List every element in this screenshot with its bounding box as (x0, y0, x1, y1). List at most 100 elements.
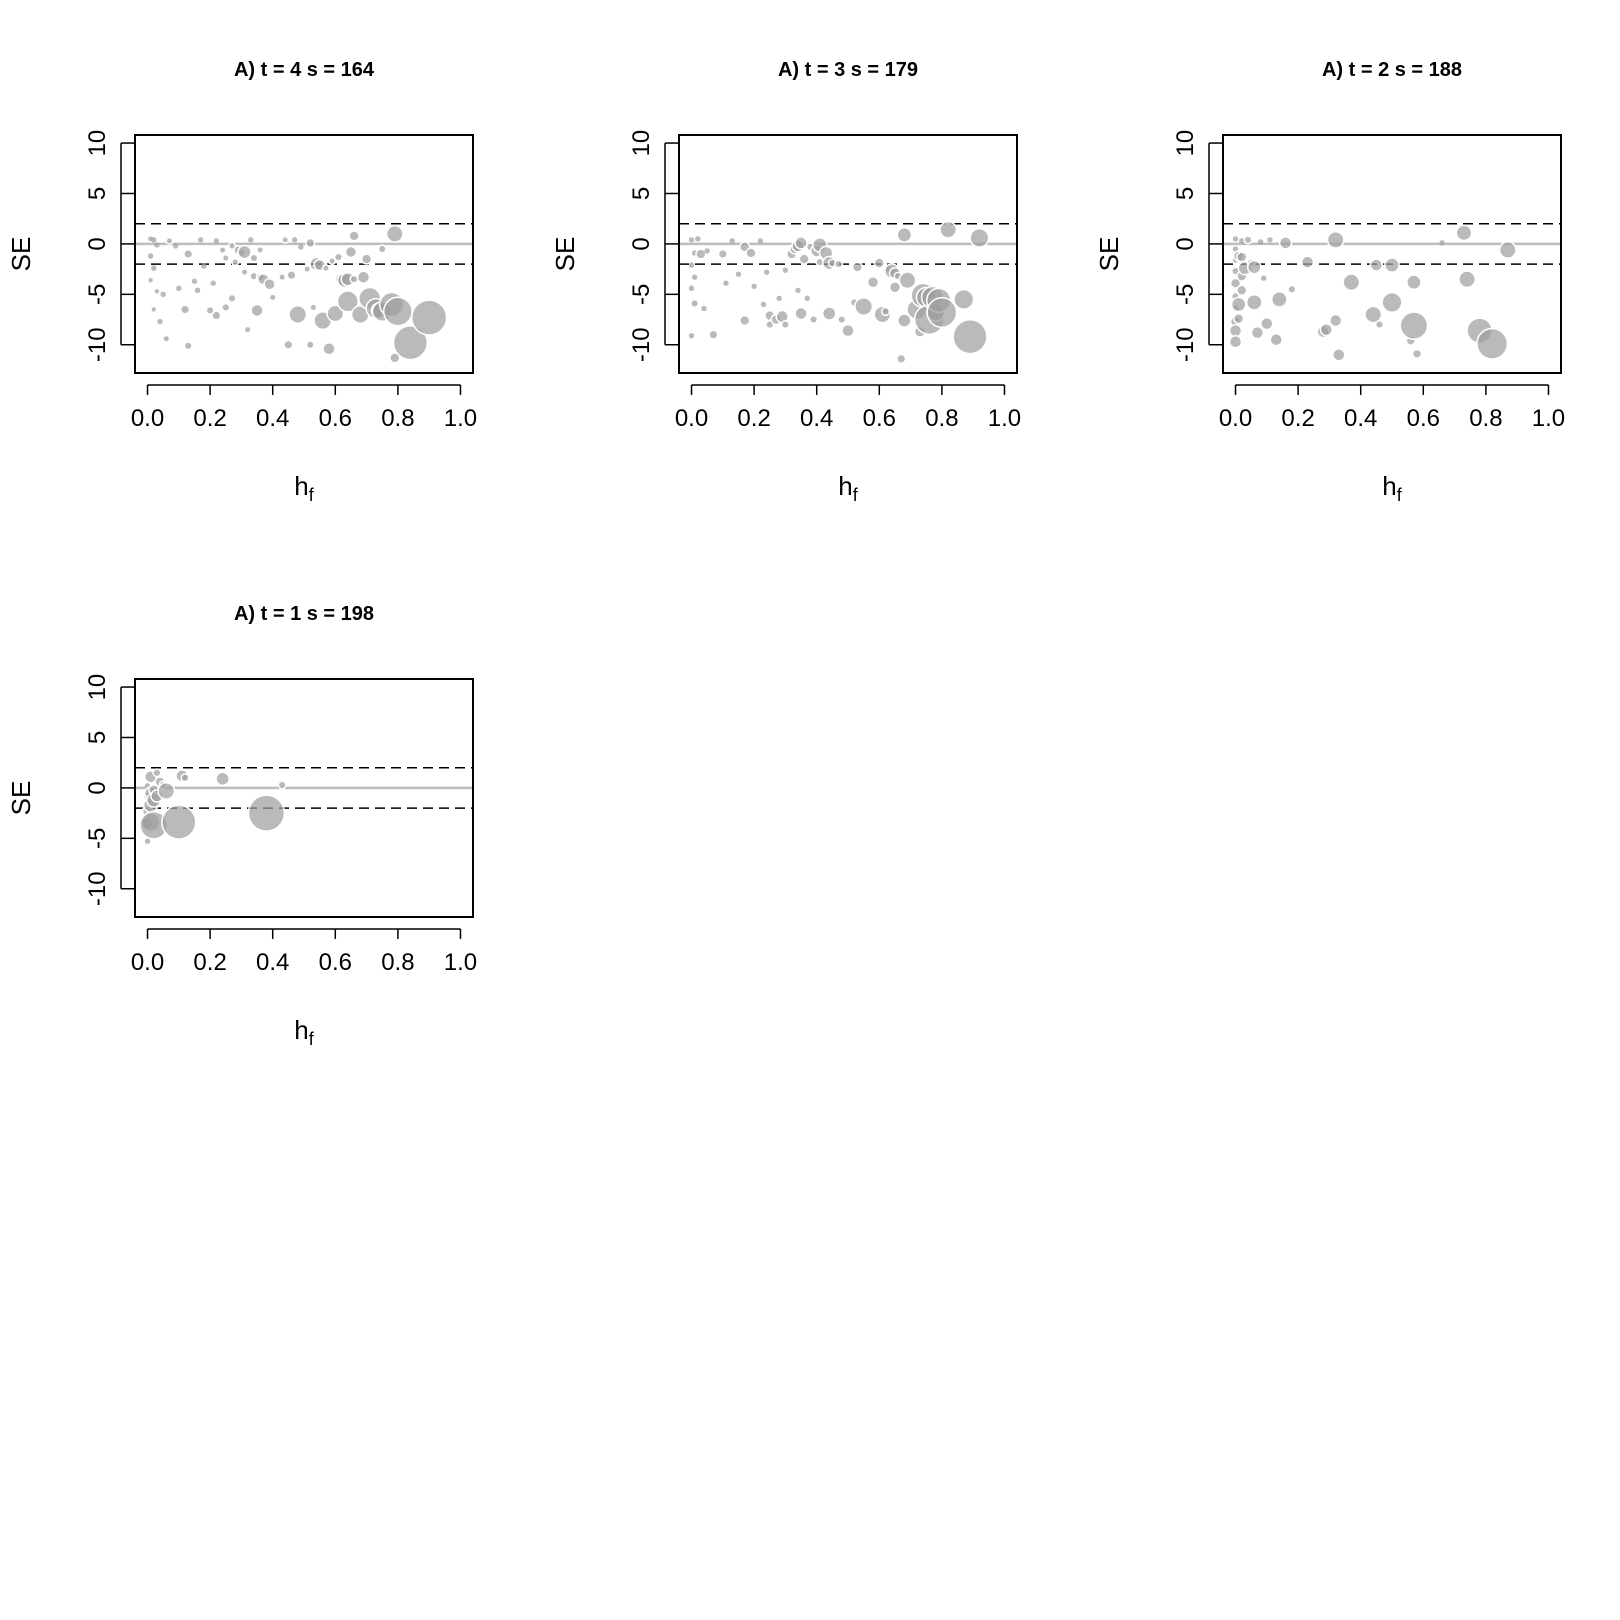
data-point (1458, 270, 1477, 289)
x-tick-label: 0.4 (800, 405, 833, 432)
data-point (794, 306, 808, 321)
data-point (1257, 239, 1264, 245)
x-tick-label: 0.0 (1219, 405, 1252, 432)
data-point (701, 305, 707, 312)
data-point (798, 253, 810, 265)
x-axis-label: hf (294, 471, 314, 505)
chart-title: A) t = 4 s = 164 (234, 59, 375, 81)
data-point (333, 252, 343, 262)
y-tick-label: 0 (84, 237, 111, 250)
y-tick-label: 5 (1172, 187, 1199, 200)
data-point (157, 782, 176, 800)
data-point (795, 287, 801, 294)
data-point (1439, 240, 1445, 246)
data-point (1326, 230, 1345, 249)
data-points (1228, 224, 1517, 362)
y-tick-label: 10 (628, 130, 655, 157)
x-tick-label: 1.0 (988, 405, 1021, 432)
x-axis: 0.0 0.2 0.4 0.6 0.8 1.0 (675, 384, 1021, 432)
data-point (1269, 332, 1283, 347)
data-point (389, 352, 401, 364)
data-point (780, 320, 790, 330)
data-point (1411, 348, 1423, 359)
plot-frame (134, 678, 474, 918)
data-point (256, 245, 265, 254)
data-point (144, 838, 151, 845)
data-point (326, 304, 345, 323)
data-point (841, 323, 855, 338)
data-point (1364, 305, 1383, 324)
y-axis: -10 -5 0 5 10 (84, 674, 134, 906)
data-point (695, 248, 707, 260)
data-point (250, 303, 264, 318)
data-point (1270, 290, 1288, 308)
data-point (298, 244, 304, 250)
data-point (385, 224, 404, 243)
data-point (231, 258, 240, 267)
data-point (356, 270, 371, 284)
data-point (322, 342, 336, 356)
x-axis-label-sub: f (853, 485, 859, 505)
data-point (213, 238, 220, 244)
data-point (154, 289, 160, 294)
x-tick-label: 1.0 (444, 949, 477, 976)
x-tick-label: 0.0 (131, 949, 164, 976)
plot-frame (1222, 134, 1562, 374)
data-point (328, 257, 337, 266)
reference-lines (135, 766, 473, 809)
data-point (288, 305, 308, 324)
data-point (221, 302, 231, 313)
y-tick-label: 0 (628, 237, 655, 250)
data-point (410, 299, 448, 336)
data-point (1236, 284, 1248, 296)
y-axis-label: SE (6, 781, 36, 816)
x-tick-label: 0.2 (737, 405, 770, 432)
plot-frame (134, 134, 474, 374)
data-point (377, 244, 387, 254)
x-tick-label: 0.4 (256, 405, 289, 432)
data-point (147, 253, 154, 259)
data-point (243, 325, 252, 334)
data-point (172, 243, 179, 249)
data-point (926, 297, 958, 328)
data-point (782, 267, 789, 273)
data-point (804, 295, 811, 302)
data-point (695, 236, 701, 242)
x-axis-label-main: h (294, 1015, 308, 1045)
data-point (392, 325, 429, 361)
data-point (180, 773, 190, 783)
data-point (152, 768, 162, 778)
data-point (1247, 259, 1262, 275)
data-point (723, 280, 729, 286)
x-axis-label-sub: f (309, 1029, 315, 1049)
data-point (896, 226, 913, 243)
x-tick-label: 0.2 (1281, 405, 1314, 432)
data-point (1287, 284, 1297, 294)
data-point (160, 291, 166, 298)
data-point (1328, 313, 1343, 328)
data-point (1267, 237, 1273, 243)
data-point (1374, 320, 1385, 330)
data-point (688, 332, 695, 339)
x-axis-label-sub: f (1397, 485, 1403, 505)
data-point (151, 237, 157, 243)
x-axis-label: hf (1382, 471, 1402, 505)
x-tick-label: 1.0 (444, 405, 477, 432)
data-point (151, 265, 157, 271)
x-tick-label: 0.6 (319, 405, 352, 432)
x-axis-label: hf (838, 471, 858, 505)
chart-title: A) t = 3 s = 179 (778, 59, 918, 81)
data-point (201, 263, 207, 269)
data-point (880, 306, 891, 317)
data-point (176, 285, 182, 292)
data-point (247, 794, 286, 832)
data-point (183, 248, 194, 260)
x-tick-label: 0.4 (1344, 405, 1377, 432)
data-point (161, 804, 197, 840)
data-point (896, 353, 907, 364)
x-tick-label: 0.8 (1469, 405, 1502, 432)
data-point (183, 341, 193, 351)
x-axis: 0.0 0.2 0.4 0.6 0.8 1.0 (131, 384, 477, 432)
data-point (283, 339, 294, 350)
